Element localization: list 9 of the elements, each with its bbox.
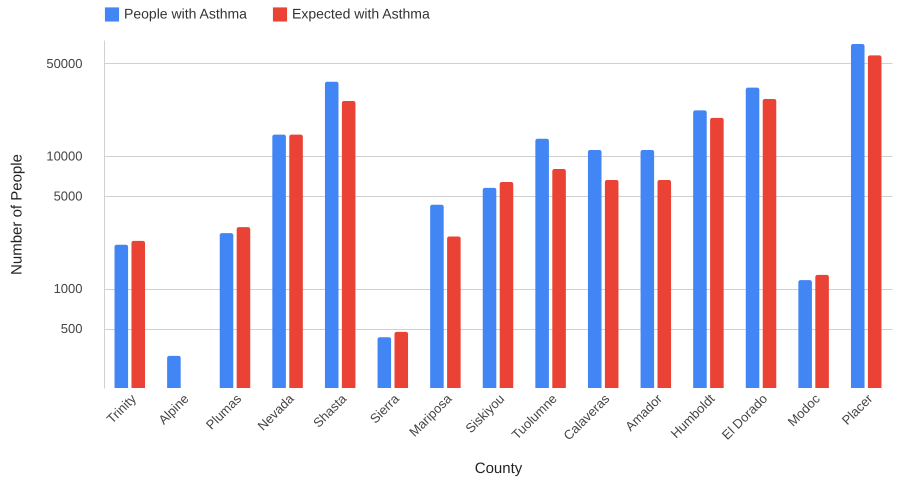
y-tick-label: 10000 [46, 148, 82, 164]
y-tick-label: 5000 [54, 188, 82, 204]
y-axis-title: Number of People [8, 154, 26, 275]
y-tick-label: 1000 [54, 281, 82, 296]
y-tick-label: 500 [60, 321, 82, 336]
x-axis-title: County [474, 460, 523, 478]
legend-label: Expected with Asthma [292, 5, 430, 22]
legend-label: People with Asthma [124, 5, 248, 22]
y-tick-label: 50000 [46, 56, 82, 71]
